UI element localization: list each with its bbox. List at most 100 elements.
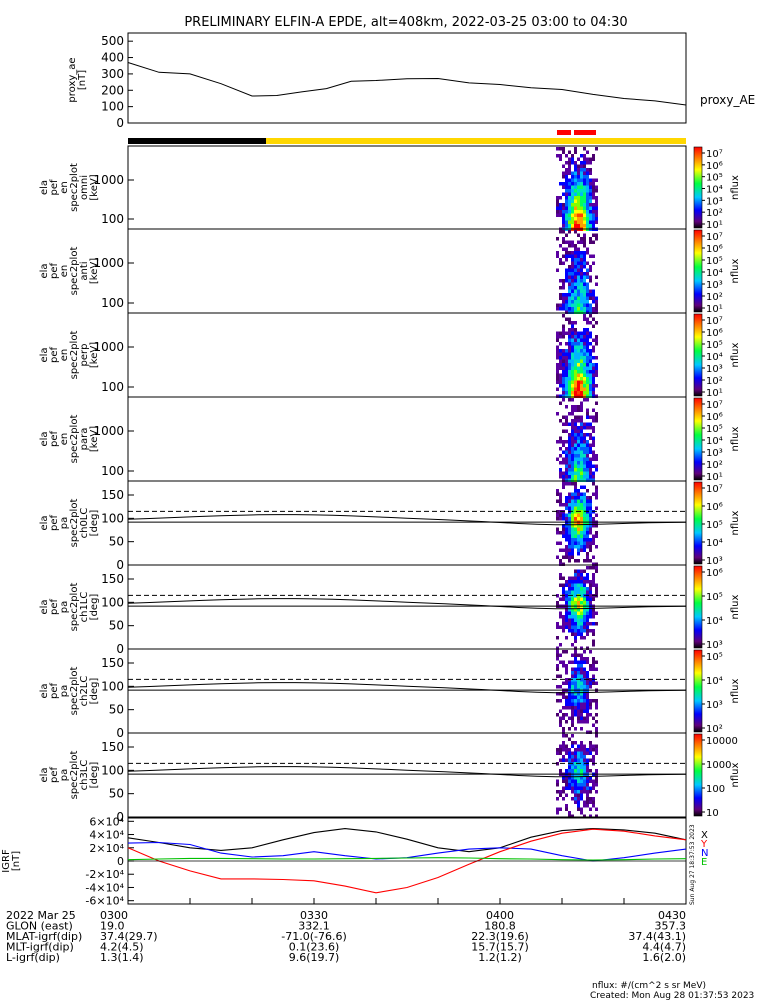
spectrogram-cell: [556, 751, 559, 755]
spectrogram-cell: [586, 709, 589, 713]
spectrogram-cell: [589, 213, 592, 217]
spectrogram-cell: [565, 377, 568, 381]
spectrogram-cell: [577, 206, 580, 210]
spectrogram-cell: [571, 196, 574, 200]
spectrogram-cell: [574, 251, 577, 255]
spectrogram-cell: [589, 587, 592, 591]
panel-para-label-line: spec2plot: [69, 415, 80, 464]
spectrogram-cell: [574, 391, 577, 395]
spectrogram-cell: [589, 189, 592, 193]
spectrogram-cell: [577, 450, 580, 454]
spectrogram-cell: [556, 646, 559, 650]
spectrogram-cell: [580, 426, 583, 430]
spectrogram-cell: [559, 157, 562, 161]
spectrogram-cell: [565, 671, 568, 675]
spectrogram-cell: [574, 573, 577, 577]
spectrogram-cell: [571, 258, 574, 262]
ae-frame: [127, 32, 687, 124]
spectrogram-cell: [586, 150, 589, 154]
spectrogram-cell: [562, 254, 565, 258]
spectrogram-cell: [595, 217, 598, 221]
spectrogram-cell: [556, 254, 559, 258]
spectrogram-cell: [583, 394, 586, 398]
spectrogram-cell: [571, 506, 574, 510]
spectrogram-cell: [595, 196, 598, 200]
spectrogram-cell: [592, 583, 595, 587]
spectrogram-cell: [559, 182, 562, 186]
spectrogram-cell: [577, 254, 580, 258]
spectrogram-cell: [574, 748, 577, 752]
spectrogram-cell: [592, 716, 595, 720]
spectrogram-cell: [559, 769, 562, 773]
spectrogram-cell: [583, 587, 586, 591]
spectrogram-cell: [571, 293, 574, 297]
spectrogram-cell: [574, 224, 577, 228]
spectrogram-cell: [595, 779, 598, 783]
spectrogram-cell: [556, 499, 559, 503]
spectrogram-cell: [586, 321, 589, 325]
spectrogram-cell: [574, 590, 577, 594]
spectrogram-cell: [565, 503, 568, 507]
colorbar-tick-label: 10⁷: [706, 232, 723, 243]
spectrogram-cell: [571, 583, 574, 587]
spectrogram-cell: [592, 454, 595, 458]
spectrogram-cell: [571, 192, 574, 196]
spectrogram-cell: [571, 429, 574, 433]
panel-para-label-line: para: [79, 428, 90, 451]
spectrogram-cell: [583, 622, 586, 626]
spectrogram-cell: [580, 240, 583, 244]
spectrogram-cell: [595, 751, 598, 755]
spectrogram-cell: [565, 471, 568, 475]
spectrogram-cell: [586, 457, 589, 461]
spectrogram-cell: [562, 363, 565, 367]
spectrogram-cell: [574, 356, 577, 360]
tick-label: 1000: [93, 256, 124, 270]
spectrogram-cell: [577, 240, 580, 244]
spectrogram-cell: [580, 611, 583, 615]
spectrogram-cell: [562, 744, 565, 748]
spectrogram-cell: [586, 475, 589, 479]
spectrogram-cell: [571, 720, 574, 724]
spectrogram-cell: [580, 699, 583, 703]
spectrogram-cell: [595, 342, 598, 346]
spectrogram-cell: [565, 748, 568, 752]
spectrogram-cell: [592, 566, 595, 570]
spectrogram-cell: [562, 776, 565, 780]
spectrogram-cell: [583, 335, 586, 339]
igrf-legend-entry: Y: [700, 839, 708, 850]
spectrogram-cell: [559, 583, 562, 587]
spectrogram-cell: [577, 182, 580, 186]
colorbars: 10¹10²10³10⁴10⁵10⁶10⁷nflux10¹10²10³10⁴10…: [693, 146, 741, 819]
spectrogram-cell: [556, 748, 559, 752]
spectrogram-cell: [589, 517, 592, 521]
spectrogram-cell: [562, 797, 565, 801]
panel-perp-cells: [556, 314, 598, 398]
spectrogram-cell: [565, 702, 568, 706]
igrf-legend-entry: X: [701, 830, 708, 841]
spectrogram-cell: [595, 282, 598, 286]
spectrogram-cell: [592, 419, 595, 423]
spectrogram-cell: [574, 468, 577, 472]
spectrogram-cell: [577, 359, 580, 363]
spectrogram-cell: [586, 377, 589, 381]
spectrogram-cell: [595, 189, 598, 193]
spectrogram-cell: [574, 282, 577, 286]
spectrogram-cell: [577, 793, 580, 797]
spectrogram-cell: [586, 566, 589, 570]
spectrogram-cell: [556, 199, 559, 203]
spectrogram-cell: [580, 580, 583, 584]
spectrogram-cell: [580, 213, 583, 217]
spectrogram-cell: [589, 730, 592, 734]
spectrogram-cell: [586, 296, 589, 300]
spectrogram-cell: [595, 237, 598, 241]
spectrogram-cell: [577, 258, 580, 262]
spectrogram-cell: [562, 210, 565, 214]
panel-ch2-loss-cone-lines: [127, 678, 687, 694]
spectrogram-cell: [565, 154, 568, 158]
spectrogram-cell: [595, 783, 598, 787]
spectrogram-cell: [586, 178, 589, 182]
panel-ch0-label-line: [deg]: [89, 510, 100, 537]
spectrogram-cell: [580, 370, 583, 374]
tick-label: 50: [109, 619, 124, 633]
